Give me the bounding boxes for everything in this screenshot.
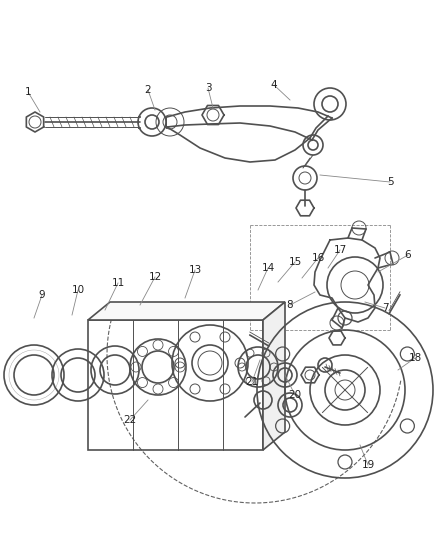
Text: 15: 15	[288, 257, 302, 267]
Text: 13: 13	[188, 265, 201, 275]
Text: 18: 18	[408, 353, 422, 363]
Text: 22: 22	[124, 415, 137, 425]
Text: 20: 20	[289, 390, 301, 400]
Text: 2: 2	[145, 85, 151, 95]
Text: 9: 9	[39, 290, 45, 300]
Polygon shape	[88, 302, 285, 320]
Text: 21: 21	[245, 377, 258, 387]
Text: 8: 8	[287, 300, 293, 310]
Text: 10: 10	[71, 285, 85, 295]
Text: 11: 11	[111, 278, 125, 288]
Text: 4: 4	[271, 80, 277, 90]
Text: 14: 14	[261, 263, 275, 273]
Text: 1: 1	[25, 87, 31, 97]
Text: 16: 16	[311, 253, 325, 263]
Text: 17: 17	[333, 245, 346, 255]
Bar	[88, 320, 263, 450]
Text: 6: 6	[405, 250, 411, 260]
Text: 12: 12	[148, 272, 162, 282]
Text: 19: 19	[361, 460, 374, 470]
Text: 5: 5	[387, 177, 393, 187]
Text: 7: 7	[381, 303, 389, 313]
Polygon shape	[263, 302, 285, 450]
Text: 3: 3	[205, 83, 211, 93]
